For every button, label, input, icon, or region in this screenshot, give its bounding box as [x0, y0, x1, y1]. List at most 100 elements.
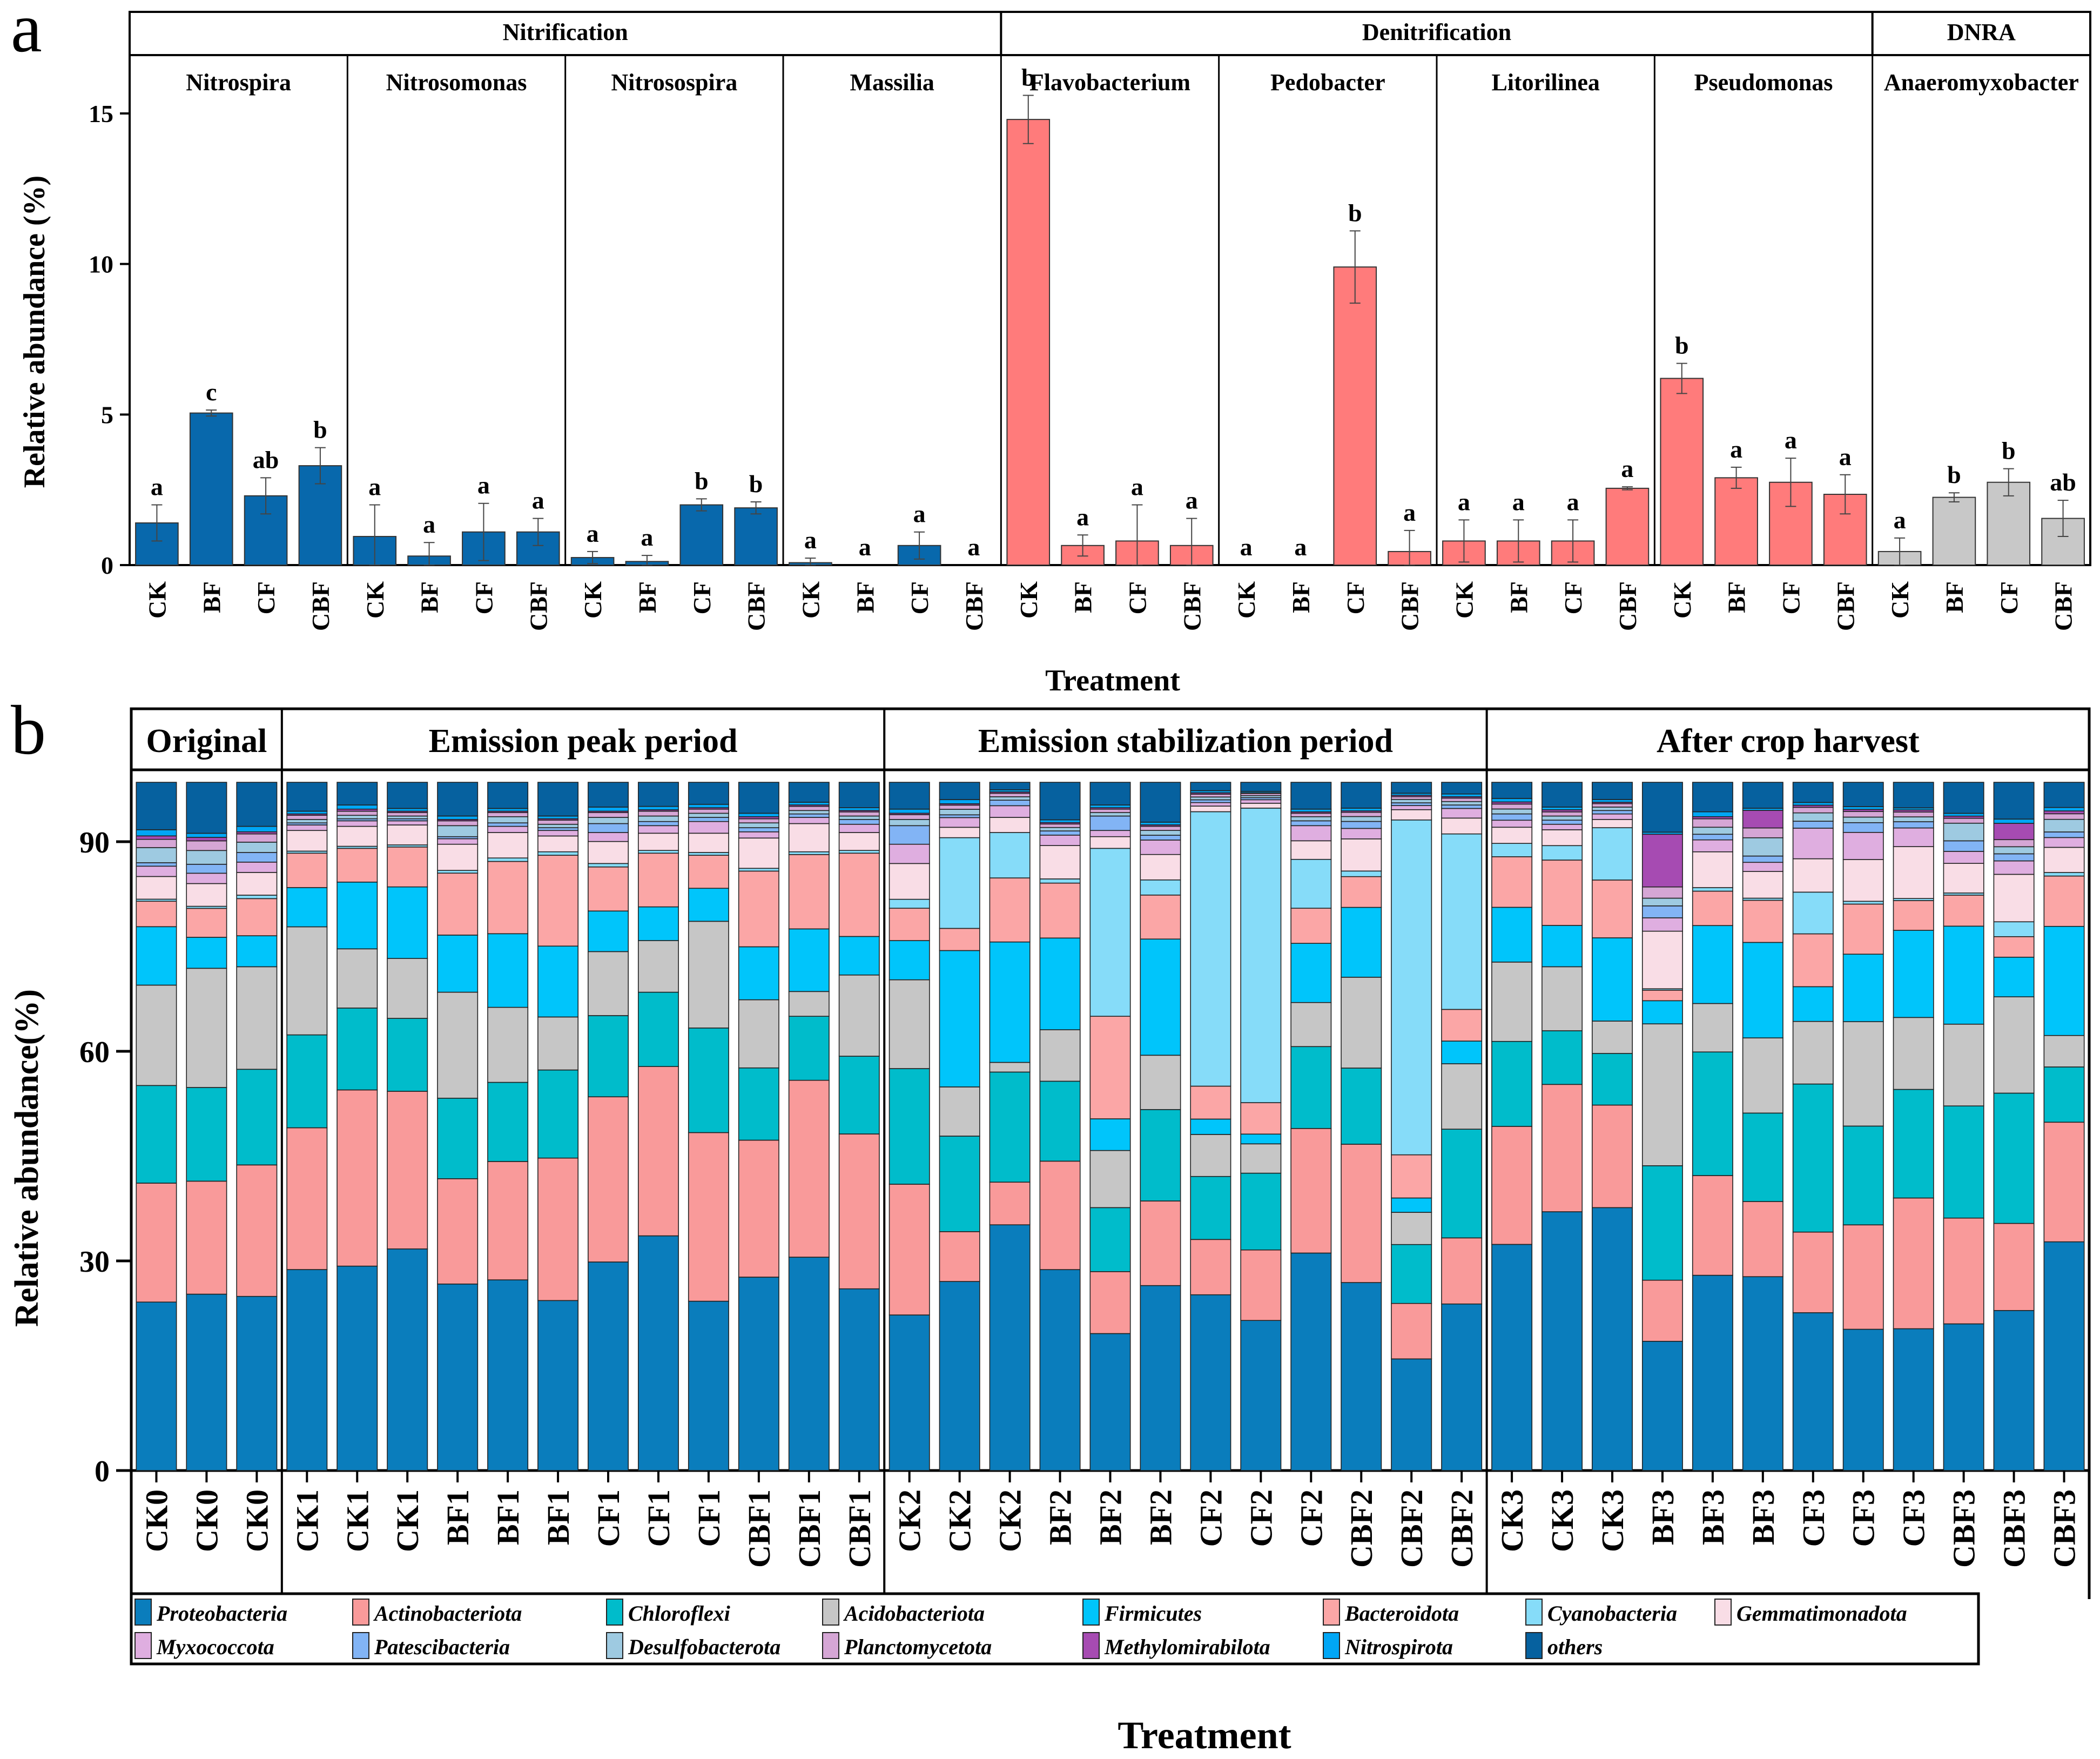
x-tick-label: CK0 — [189, 1489, 224, 1552]
plot-frame — [129, 11, 2091, 566]
stack-segment — [1792, 858, 1834, 893]
stack-segment — [487, 933, 529, 1008]
significance-letter: a — [913, 500, 926, 528]
stack-segment — [1039, 878, 1081, 884]
stack-segment — [1993, 921, 2035, 937]
stack-segment — [1993, 846, 2035, 855]
legend-swatch — [1323, 1632, 1340, 1659]
stack-segment — [236, 898, 278, 936]
stack-segment — [1742, 810, 1783, 829]
stack-segment — [688, 888, 729, 922]
stack-segment — [2043, 807, 2085, 811]
stack-segment — [1792, 1231, 1834, 1313]
stack-segment — [1341, 816, 1382, 822]
stack-segment — [1692, 818, 1733, 828]
stack-segment — [1792, 807, 1834, 814]
stack-segment — [286, 782, 328, 812]
significance-letter: a — [1730, 435, 1742, 463]
stack-segment — [437, 825, 479, 837]
stack-segment — [1542, 811, 1583, 817]
stack-segment — [1391, 1358, 1432, 1471]
significance-letter: c — [206, 378, 217, 406]
x-tick-label: CBF2 — [1394, 1489, 1429, 1568]
stack-segment — [889, 1184, 930, 1315]
x-tick-label: CF — [470, 581, 497, 614]
stack-segment — [1290, 908, 1332, 944]
stack-segment — [688, 1132, 729, 1302]
stack-segment — [688, 921, 729, 1029]
stack-segment — [1240, 1172, 1282, 1251]
x-tick-label: BF2 — [1143, 1489, 1178, 1545]
stack-segment — [1190, 1176, 1231, 1240]
stack-segment — [1190, 802, 1231, 807]
stack-segment — [1089, 1207, 1131, 1272]
stack-segment — [1341, 1282, 1382, 1471]
x-tick-label: CK — [1668, 581, 1696, 619]
stack-segment — [1592, 1104, 1633, 1209]
significance-letter: a — [1240, 533, 1253, 561]
stack-segment — [336, 810, 378, 816]
stack-segment — [788, 991, 830, 1017]
stack-segment — [336, 948, 378, 1009]
stack-segment — [1742, 837, 1783, 857]
stack-segment — [1742, 1201, 1783, 1278]
stack-segment — [136, 984, 177, 1086]
stack-segment — [1742, 1276, 1783, 1471]
stack-segment — [437, 872, 479, 936]
stack-segment — [236, 825, 278, 832]
stack-segment — [637, 1235, 679, 1471]
stack-segment — [1592, 803, 1633, 808]
significance-letter: ab — [253, 446, 279, 473]
stack-segment — [437, 935, 479, 993]
stack-segment — [136, 835, 177, 840]
stack-segment — [1491, 782, 1533, 799]
stack-segment — [889, 825, 930, 845]
stack-segment — [688, 808, 729, 814]
stack-segment — [637, 810, 679, 817]
stack-segment — [186, 872, 227, 884]
stack-segment — [1692, 1175, 1733, 1276]
stack-segment — [1641, 930, 1683, 990]
y-tick-label: 5 — [101, 401, 113, 428]
stack-segment — [1391, 1303, 1432, 1360]
bar — [1333, 266, 1377, 566]
legend-swatch — [822, 1599, 839, 1626]
stack-segment — [1190, 811, 1231, 1087]
stack-segment — [688, 782, 729, 805]
stack-segment — [487, 1161, 529, 1280]
significance-letter: b — [2002, 437, 2016, 465]
stack-segment — [1290, 813, 1332, 817]
bar — [1605, 487, 1650, 566]
stack-segment — [637, 940, 679, 993]
stack-segment — [637, 832, 679, 851]
stack-segment — [487, 816, 529, 824]
stack-segment — [1140, 894, 1181, 940]
stack-segment — [1692, 1274, 1733, 1471]
legend-label: Bacteroidota — [1344, 1601, 1459, 1626]
stack-segment — [336, 820, 378, 827]
stack-segment — [1491, 907, 1533, 963]
stack-segment — [1089, 848, 1131, 1017]
stack-segment — [1089, 1333, 1131, 1471]
stack-segment — [1641, 834, 1683, 888]
stack-segment — [1692, 1051, 1733, 1176]
genus-label: Massilia — [850, 69, 934, 96]
x-tick-label: CF1 — [641, 1489, 676, 1547]
x-tick-label: BF — [1287, 581, 1315, 613]
stack-segment — [1943, 840, 1984, 852]
x-tick-label: BF1 — [541, 1489, 576, 1545]
stack-segment — [1943, 1323, 1984, 1471]
stack-segment — [1842, 1125, 1884, 1226]
stack-segment — [1441, 801, 1483, 805]
stack-segment — [286, 1127, 328, 1270]
stack-segment — [1542, 966, 1583, 1031]
stack-segment — [1641, 917, 1683, 932]
stack-segment — [788, 1257, 830, 1471]
stack-segment — [1592, 827, 1633, 881]
stack-segment — [788, 813, 830, 818]
stack-segment — [136, 926, 177, 986]
stack-segment — [537, 1016, 579, 1071]
stack-segment — [1491, 1126, 1533, 1245]
stack-segment — [1190, 1085, 1231, 1120]
stack-segment — [236, 862, 278, 873]
